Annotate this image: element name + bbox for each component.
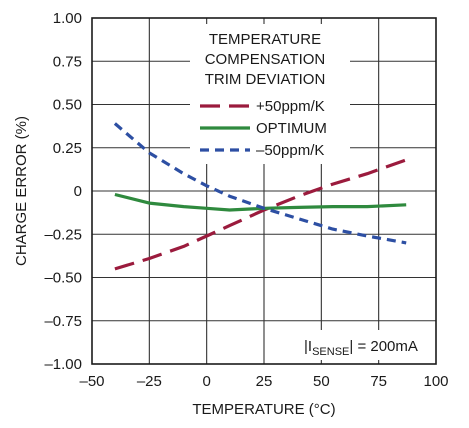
legend-label: +50ppm/K — [256, 98, 325, 115]
y-tick-label: –0.25 — [44, 226, 82, 243]
legend-title-line-1: TEMPERATURE — [209, 31, 321, 48]
x-tick-label: –25 — [137, 373, 162, 390]
x-axis-title: TEMPERATURE (°C) — [192, 401, 335, 418]
y-tick-label: –0.75 — [44, 313, 82, 330]
series-layer — [113, 122, 407, 271]
sense-current-label: |ISENSE| = 200mA — [304, 338, 418, 358]
legend-title-line-3: TRIM DEVIATION — [205, 71, 326, 88]
x-tick-label: 0 — [202, 373, 210, 390]
y-tick-label: 0 — [74, 183, 82, 200]
legend-label: OPTIMUM — [256, 120, 327, 137]
x-tick-label: 25 — [256, 373, 273, 390]
sense-current-annotation: |ISENSE| = 200mA — [298, 330, 434, 360]
legend: TEMPERATURE COMPENSATION TRIM DEVIATION … — [190, 24, 350, 164]
legend-label: –50ppm/K — [256, 142, 324, 159]
series-line-optimum — [114, 192, 407, 212]
annotation-background — [298, 330, 434, 360]
legend-background — [190, 24, 350, 164]
plot-frame — [91, 17, 437, 365]
x-tick-label: 100 — [423, 373, 448, 390]
series-line--50ppm-k — [114, 158, 407, 271]
x-tick-label: 50 — [313, 373, 330, 390]
legend-title-line-2: COMPENSATION — [205, 51, 326, 68]
y-axis-title: CHARGE ERROR (%) — [13, 116, 30, 266]
annotation-suffix: | = 200mA — [349, 338, 418, 355]
y-tick-label: –0.50 — [44, 270, 82, 287]
y-tick-label: 1.00 — [53, 10, 82, 27]
y-tick-labels: 1.00 0.75 0.50 0.25 0 –0.25 –0.50 –0.75 –1.00 — [44, 10, 82, 373]
legend-items: +50ppm/K OPTIMUM –50ppm/K — [200, 98, 327, 159]
y-tick-label: 0.25 — [53, 140, 82, 157]
series-line--50ppm-k — [113, 122, 407, 245]
y-tick-label: 0.50 — [53, 97, 82, 114]
x-tick-label: 75 — [370, 373, 387, 390]
y-tick-label: –1.00 — [44, 356, 82, 373]
x-tick-label: –50 — [79, 373, 104, 390]
annotation-subscript: SENSE — [312, 346, 349, 358]
annotation-prefix: |I — [304, 338, 312, 355]
y-tick-label: 0.75 — [53, 53, 82, 70]
x-tick-labels: –50 –25 0 25 50 75 100 — [79, 373, 448, 390]
